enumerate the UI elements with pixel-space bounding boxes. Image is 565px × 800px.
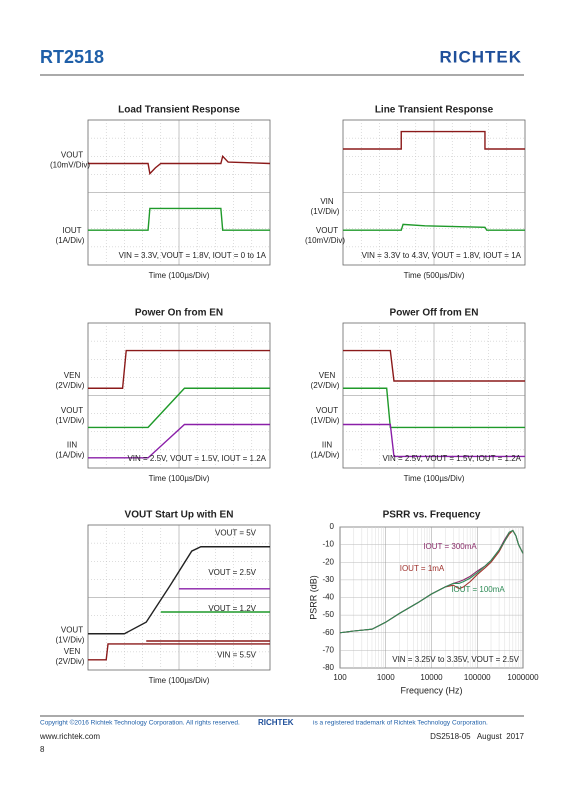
x-tick-label: 100000 [464,673,491,682]
x-axis-label: Frequency (Hz) [400,685,462,695]
trace-note: VIN = 5.5V [217,650,257,659]
scope-trace [343,423,525,458]
channel-label: VIN [320,197,334,206]
scope-trace [88,207,270,231]
brand-logo: RICHTEK [439,47,522,66]
website: www.richtek.com [39,732,100,741]
y-tick-label: -10 [322,540,334,549]
time-scale: Time (100µs/Div) [149,676,210,685]
y-tick-label: -20 [322,557,334,566]
x-tick-label: 100 [333,673,347,682]
copyright: Copyright ©2016 Richtek Technology Corpo… [40,719,240,727]
channel-scale: (10mV/Div) [50,161,90,170]
channel-scale: (1V/Div) [56,635,85,644]
trace-note: VOUT = 5V [215,529,257,538]
test-conditions: VIN = 2.5V, VOUT = 1.5V, IOUT = 1.2A [382,454,521,463]
footer-logo: RICHTEK [258,718,294,727]
channel-label: VOUT [61,151,83,160]
channel-scale: (10mV/Div) [305,236,345,245]
y-tick-label: -30 [322,575,334,584]
channel-scale: (2V/Div) [311,381,340,390]
scope-trace [88,643,270,661]
channel-label: VOUT [316,226,338,235]
y-tick-label: -40 [322,593,334,602]
time-scale: Time (100µs/Div) [149,474,210,483]
channel-label: IIN [67,441,77,450]
scope-trace [88,154,271,176]
scope-trace [343,130,525,150]
channel-scale: (1A/Div) [311,451,340,460]
channel-scale: (1V/Div) [311,207,340,216]
x-tick-label: 1000000 [507,673,539,682]
panel-title: Power On from EN [135,308,223,319]
channel-scale: (2V/Div) [56,657,85,666]
channel-scale: (2V/Div) [56,381,85,390]
curve-annotation: IOUT = 1mA [400,564,445,573]
test-conditions: VIN = 3.3V to 4.3V, VOUT = 1.8V, IOUT = … [362,251,522,260]
channel-label: VOUT [316,406,338,415]
channel-label: VOUT [61,625,83,634]
channel-scale: (1A/Div) [56,236,85,245]
test-conditions: VIN = 3.25V to 3.35V, VOUT = 2.5V [392,655,519,664]
time-scale: Time (100µs/Div) [404,474,465,483]
curve-annotation: IOUT = 300mA [423,542,477,551]
scope-trace [343,387,525,429]
y-axis-label: PSRR (dB) [308,575,318,620]
x-tick-label: 1000 [377,673,395,682]
y-tick-label: -80 [322,663,334,672]
y-tick-label: -70 [322,645,334,654]
scope-trace [88,387,270,429]
scope-trace [343,349,525,382]
curve-annotation: IOUT = 100mA [451,585,505,594]
trace-note: VOUT = 2.5V [208,568,256,577]
panel-title: VOUT Start Up with EN [125,510,234,521]
channel-scale: (1A/Div) [56,451,85,460]
channel-label: VEN [64,647,81,656]
trace-note: VOUT = 1.2V [208,604,256,613]
scope-trace [88,546,270,635]
channel-label: IIN [322,441,332,450]
test-conditions: VIN = 2.5V, VOUT = 1.5V, IOUT = 1.2A [127,454,266,463]
y-tick-label: -50 [322,610,334,619]
time-scale: Time (100µs/Div) [149,271,210,280]
y-tick-label: -60 [322,628,334,637]
panel-title: Line Transient Response [375,105,494,116]
channel-scale: (1V/Div) [311,416,340,425]
scope-trace [88,423,270,459]
psrr-curve [339,529,524,634]
panel-title: Power Off from EN [390,308,479,319]
scope-trace [343,223,525,231]
channel-label: VOUT [61,406,83,415]
page-number: 8 [40,745,45,754]
y-tick-label: 0 [330,522,335,531]
time-scale: Time (500µs/Div) [404,271,465,280]
channel-scale: (1V/Div) [56,416,85,425]
panel-title: Load Transient Response [118,105,240,116]
channel-label: VEN [319,371,336,380]
scope-trace [88,349,270,389]
doc-number: DS2518-05 August 2017 [430,732,524,741]
chart-title: PSRR vs. Frequency [383,510,481,521]
trademark: is a registered trademark of Richtek Tec… [313,720,488,727]
part-number: RT2518 [40,47,104,67]
x-tick-label: 10000 [420,673,443,682]
channel-label: VEN [64,371,81,380]
test-conditions: VIN = 3.3V, VOUT = 1.8V, IOUT = 0 to 1A [119,251,267,260]
channel-label: IOUT [62,226,81,235]
